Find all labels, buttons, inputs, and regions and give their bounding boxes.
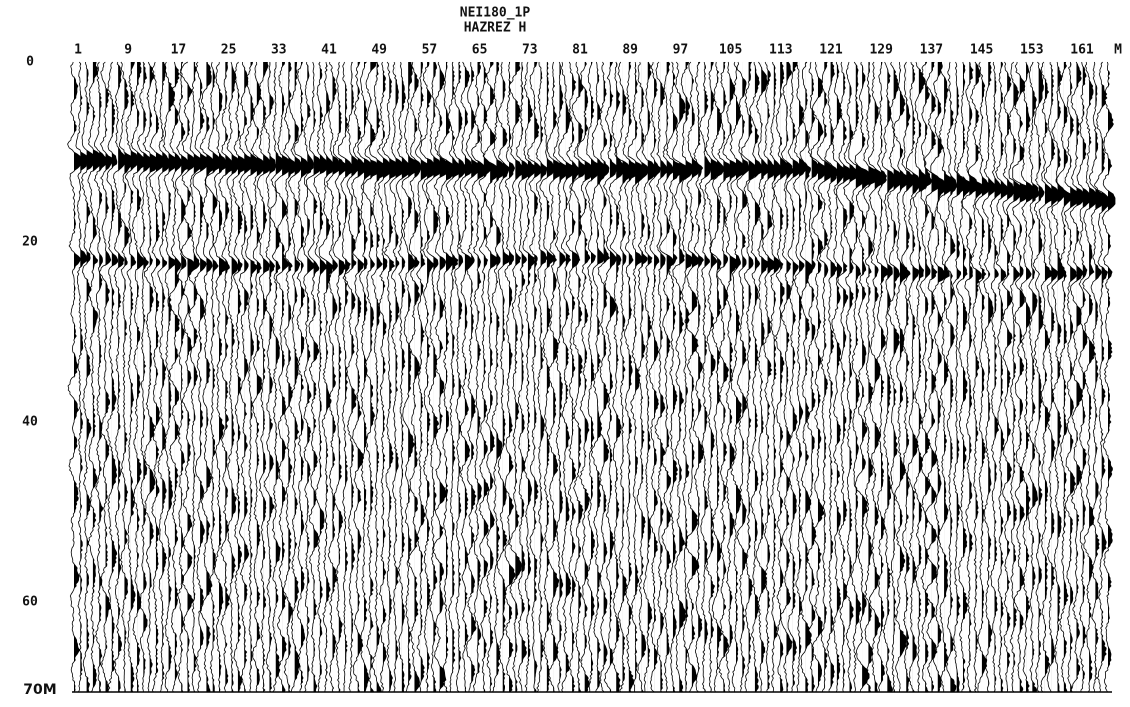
top-axis-label: 161 [1070, 43, 1094, 58]
seismic-section: NEI180_1P HAZREZ H M 70M 1 9 17 25 33 41 49 57 6… [0, 0, 1130, 707]
top-axis-label: 9 [124, 43, 132, 58]
top-axis-label: 113 [769, 43, 792, 58]
top-axis-label: 25 [221, 43, 237, 58]
top-axis-label: 81 [572, 43, 588, 58]
top-axis-label: 49 [371, 43, 387, 58]
top-axis-label: 57 [422, 43, 438, 58]
top-axis-label: 65 [472, 43, 488, 58]
top-axis-label: 41 [321, 43, 337, 58]
top-axis-label: 153 [1020, 43, 1043, 58]
left-axis-label: 60 [22, 595, 38, 610]
top-axis-label: 145 [970, 43, 993, 58]
top-axis-label: 73 [522, 43, 538, 58]
title-line: HAZREZ H [464, 21, 527, 36]
top-axis-label: 97 [673, 43, 689, 58]
top-axis-label: 105 [719, 43, 742, 58]
bottom-depth-label: 70M [23, 682, 56, 698]
title-line: NEI180_1P [460, 6, 531, 21]
top-axis-label: 137 [920, 43, 943, 58]
top-axis-unit: M [1114, 43, 1122, 58]
top-axis-label: 89 [622, 43, 638, 58]
left-axis-label: 0 [26, 55, 34, 70]
top-axis-label: 33 [271, 43, 287, 58]
top-axis-label: 1 [74, 43, 82, 58]
left-axis-label: 20 [22, 235, 38, 250]
top-axis-label: 129 [869, 43, 892, 58]
top-axis-label: 121 [819, 43, 843, 58]
top-axis-label: 17 [171, 43, 187, 58]
left-axis-label: 40 [22, 415, 38, 430]
